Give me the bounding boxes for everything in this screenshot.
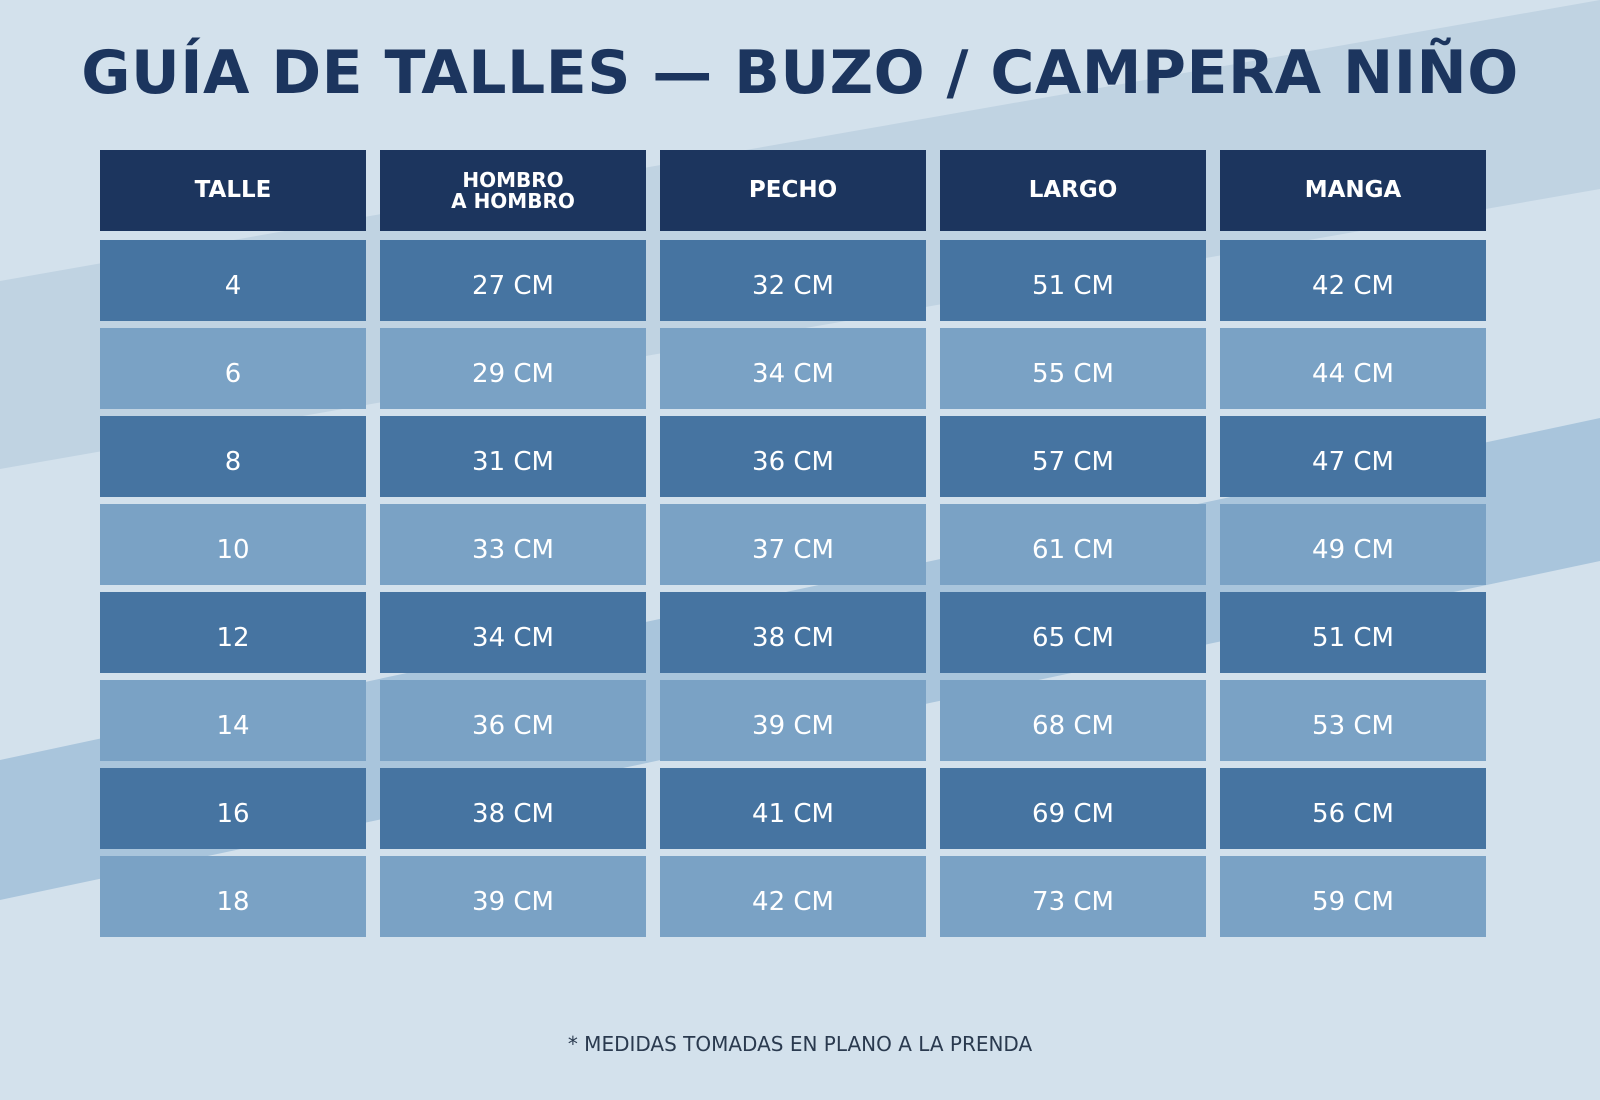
table-cell-talle: 4 (100, 240, 366, 321)
page-title: GUÍA DE TALLES — BUZO / CAMPERA NIÑO (81, 38, 1519, 108)
footer-note: * MEDIDAS TOMADAS EN PLANO A LA PRENDA (567, 1032, 1033, 1056)
table-cell-talle: 16 (100, 768, 366, 849)
table-cell-pecho: 42 CM (660, 856, 926, 937)
table-cell-largo: 57 CM (940, 416, 1206, 497)
table-cell-manga: 47 CM (1220, 416, 1486, 497)
table-cell-pecho: 37 CM (660, 504, 926, 585)
table-cell-pecho: 39 CM (660, 680, 926, 761)
table-cell-talle: 8 (100, 416, 366, 497)
table-cell-talle: 14 (100, 680, 366, 761)
header-hombro-line1: HOMBRO (462, 167, 564, 192)
table-cell-manga: 42 CM (1220, 240, 1486, 321)
table-cell-hombro: 31 CM (380, 416, 646, 497)
table-cell-hombro: 34 CM (380, 592, 646, 673)
table-cell-hombro: 33 CM (380, 504, 646, 585)
table-cell-talle: 12 (100, 592, 366, 673)
table-cell-manga: 59 CM (1220, 856, 1486, 937)
table-cell-pecho: 34 CM (660, 328, 926, 409)
table-cell-largo: 51 CM (940, 240, 1206, 321)
table-cell-hombro: 29 CM (380, 328, 646, 409)
table-cell-pecho: 38 CM (660, 592, 926, 673)
table-cell-manga: 51 CM (1220, 592, 1486, 673)
header-manga: MANGA (1220, 150, 1486, 231)
table-cell-talle: 6 (100, 328, 366, 409)
table-cell-talle: 18 (100, 856, 366, 937)
header-hombro: HOMBRO A HOMBRO (380, 150, 646, 231)
size-table: TALLE HOMBRO A HOMBRO PECHO LARGO MANGA 4… (100, 150, 1486, 944)
header-largo: LARGO (940, 150, 1206, 231)
header-hombro-line2: A HOMBRO (451, 188, 575, 213)
table-cell-hombro: 27 CM (380, 240, 646, 321)
table-cell-largo: 69 CM (940, 768, 1206, 849)
table-cell-pecho: 32 CM (660, 240, 926, 321)
table-cell-largo: 55 CM (940, 328, 1206, 409)
table-cell-pecho: 41 CM (660, 768, 926, 849)
table-cell-largo: 68 CM (940, 680, 1206, 761)
table-cell-hombro: 36 CM (380, 680, 646, 761)
header-pecho: PECHO (660, 150, 926, 231)
table-cell-manga: 49 CM (1220, 504, 1486, 585)
table-cell-manga: 44 CM (1220, 328, 1486, 409)
table-cell-hombro: 38 CM (380, 768, 646, 849)
table-cell-largo: 73 CM (940, 856, 1206, 937)
table-cell-pecho: 36 CM (660, 416, 926, 497)
table-cell-manga: 56 CM (1220, 768, 1486, 849)
table-cell-talle: 10 (100, 504, 366, 585)
table-cell-hombro: 39 CM (380, 856, 646, 937)
header-talle: TALLE (100, 150, 366, 231)
table-cell-largo: 61 CM (940, 504, 1206, 585)
table-cell-largo: 65 CM (940, 592, 1206, 673)
table-cell-manga: 53 CM (1220, 680, 1486, 761)
